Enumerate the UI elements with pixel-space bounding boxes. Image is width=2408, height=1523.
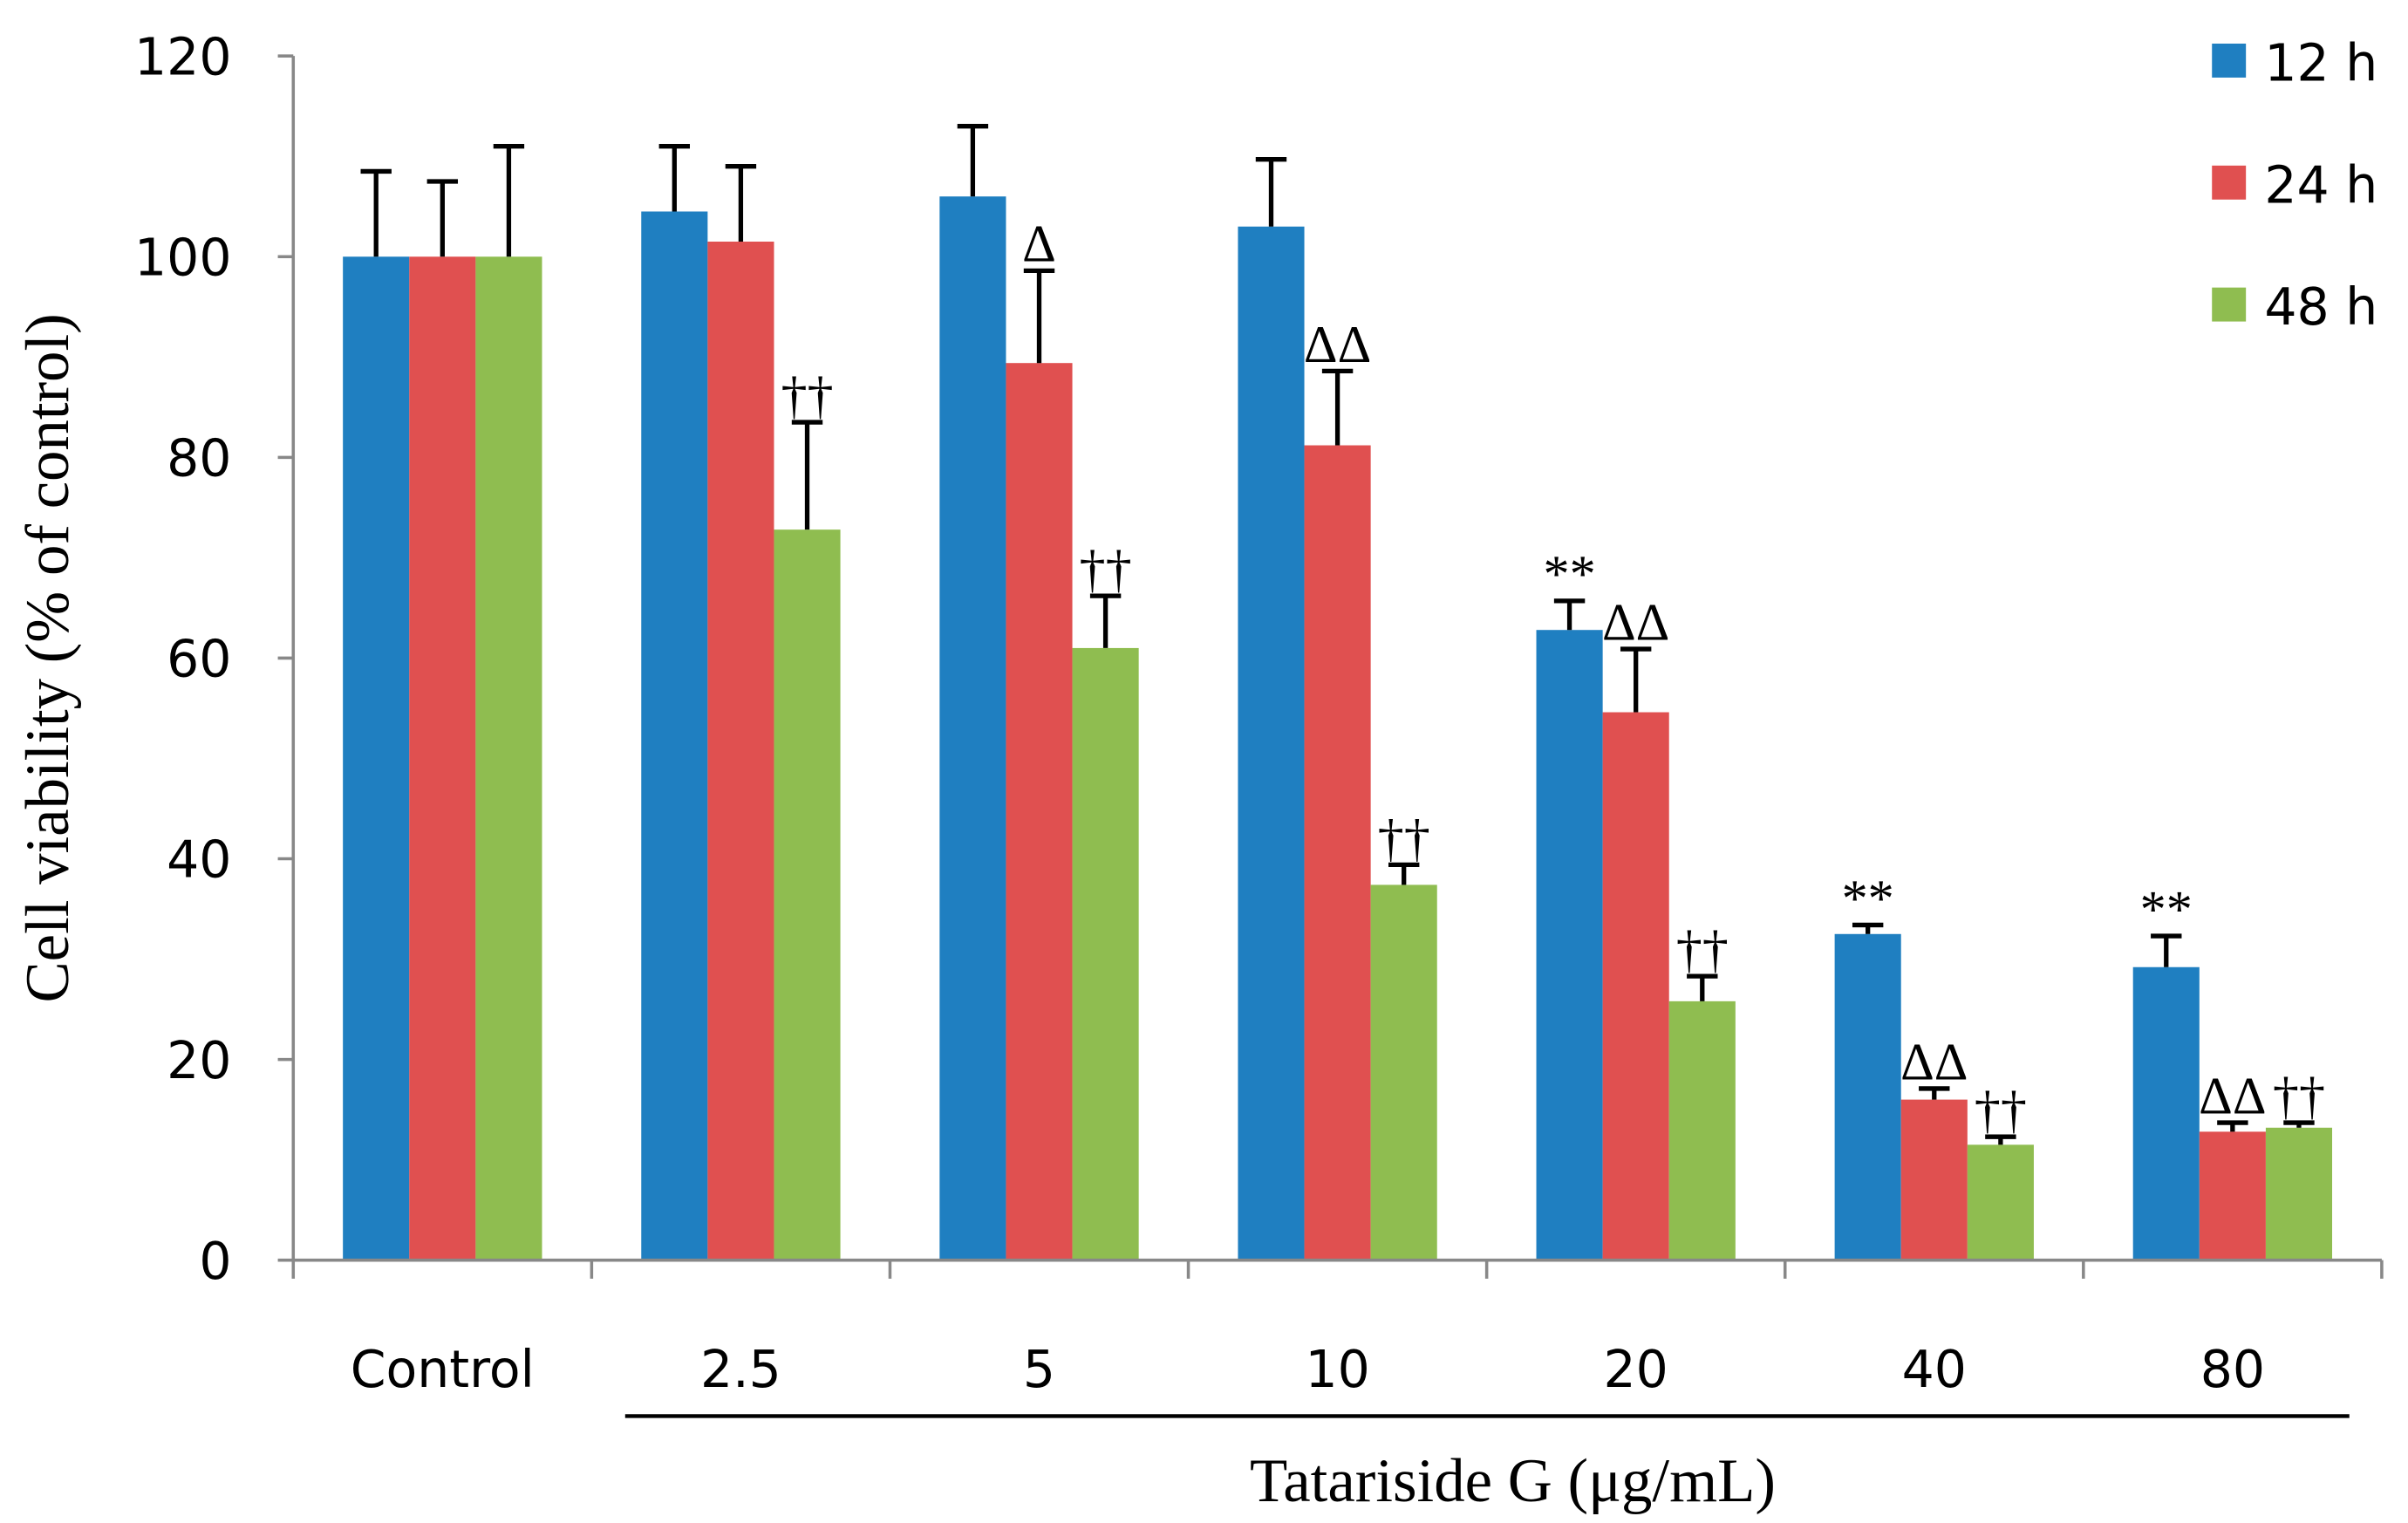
bar-24h-20 — [1602, 712, 1669, 1260]
bar-24h-40 — [1900, 1099, 1968, 1260]
bar-24h-5 — [1006, 363, 1073, 1260]
x-tick-label: 20 — [1604, 1340, 1668, 1399]
bar-12h-Control — [343, 256, 410, 1260]
significance-marker: Δ — [1022, 215, 1056, 274]
bar-48h-5 — [1072, 647, 1139, 1260]
bar-48h-20 — [1668, 1001, 1736, 1260]
significance-marker: ** — [1842, 870, 1894, 928]
significance-marker: ** — [1544, 545, 1596, 604]
significance-marker: ΔΔ — [1304, 316, 1371, 374]
bar-24h-10 — [1304, 445, 1371, 1260]
bar-24h-2.5 — [707, 241, 774, 1260]
significance-marker: ΔΔ — [2199, 1067, 2266, 1125]
significance-marker: ** — [2140, 880, 2193, 939]
annotations: ††Δ††ΔΔ††**ΔΔ††**ΔΔ††**ΔΔ †† — [781, 215, 2325, 1140]
significance-marker: †† — [2273, 1067, 2325, 1125]
significance-marker: †† — [1975, 1082, 2027, 1140]
x-tick-label: 10 — [1305, 1340, 1369, 1399]
y-tick-label: 120 — [134, 27, 231, 86]
bar-48h-10 — [1370, 884, 1437, 1260]
y-tick-label: 20 — [167, 1031, 231, 1090]
bars-layer — [343, 124, 2333, 1260]
x-tick-label: 2.5 — [700, 1340, 781, 1399]
y-tick-label: 80 — [167, 429, 231, 488]
x-axis-label: Tatariside G (μg/mL) — [1250, 1447, 1776, 1515]
bar-12h-20 — [1536, 630, 1603, 1260]
bar-24h-80 — [2199, 1131, 2266, 1260]
legend-label: 24 h — [2264, 155, 2377, 215]
y-axis-label: Cell viability (% of control) — [14, 313, 82, 1002]
bar-48h-2.5 — [774, 529, 841, 1260]
bar-48h-40 — [1967, 1144, 2034, 1260]
y-tick-label: 100 — [134, 228, 231, 287]
bar-12h-5 — [939, 196, 1006, 1260]
legend-label: 48 h — [2264, 277, 2377, 337]
legend-swatch — [2212, 44, 2247, 78]
significance-marker: †† — [781, 366, 833, 425]
x-tick-label: 5 — [1023, 1340, 1055, 1399]
significance-marker: †† — [1378, 809, 1430, 868]
significance-marker: †† — [1080, 540, 1132, 598]
x-tick-label: 40 — [1902, 1340, 1967, 1399]
legend-label: 12 h — [2264, 33, 2377, 92]
significance-marker: †† — [1676, 920, 1729, 979]
y-tick-label: 0 — [199, 1232, 231, 1291]
significance-marker: ΔΔ — [1900, 1033, 1968, 1091]
legend: 12 h 24 h 48 h — [2212, 33, 2377, 337]
legend-swatch — [2212, 165, 2247, 200]
bar-24h-Control — [409, 256, 476, 1260]
bar-12h-80 — [2132, 966, 2200, 1260]
bar-48h-80 — [2265, 1127, 2333, 1260]
x-tick-label: Control — [351, 1340, 535, 1399]
significance-marker: ΔΔ — [1602, 593, 1669, 652]
y-ticks: 0 20 40 60 80 100 120 — [134, 27, 294, 1291]
bar-12h-40 — [1834, 933, 1901, 1260]
x-ticks: Control 2.5 5 10 20 40 80 — [291, 1260, 2384, 1399]
bar-12h-2.5 — [641, 211, 708, 1260]
y-tick-label: 60 — [167, 630, 231, 689]
bar-12h-10 — [1238, 226, 1305, 1260]
y-tick-label: 40 — [167, 830, 231, 890]
x-tick-label: 80 — [2200, 1340, 2265, 1399]
legend-swatch — [2212, 287, 2247, 322]
bar-48h-Control — [475, 256, 542, 1260]
